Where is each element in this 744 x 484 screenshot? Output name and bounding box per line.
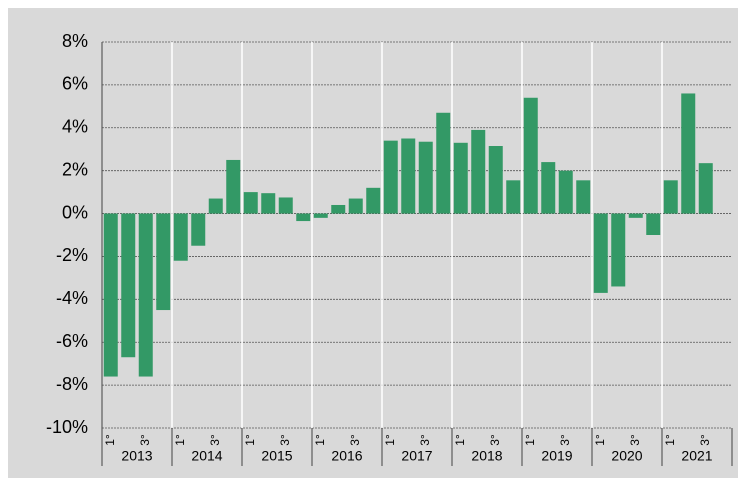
bar xyxy=(523,97,538,214)
bar xyxy=(453,142,468,214)
x-tick-label: 1° xyxy=(173,434,187,446)
bar xyxy=(296,213,311,222)
y-tick-label: 4% xyxy=(62,117,88,137)
y-tick-label: -2% xyxy=(56,245,88,265)
y-tick-label: 0% xyxy=(62,202,88,222)
x-group-label: 2016 xyxy=(331,448,362,464)
x-tick-label: 3° xyxy=(278,434,292,446)
bar xyxy=(471,129,486,214)
x-group-label: 2018 xyxy=(471,448,502,464)
bar xyxy=(576,180,591,214)
bar xyxy=(681,93,696,214)
bar xyxy=(348,198,363,214)
y-tick-label: -10% xyxy=(46,417,88,437)
bar xyxy=(173,213,188,261)
x-group-label: 2014 xyxy=(191,448,222,464)
x-tick-label: 1° xyxy=(663,434,677,446)
x-tick-label: 3° xyxy=(558,434,572,446)
x-tick-label: 3° xyxy=(488,434,502,446)
x-tick-label: 3° xyxy=(138,434,152,446)
bar xyxy=(226,159,241,214)
bar xyxy=(611,213,626,287)
bar xyxy=(488,146,503,214)
bar xyxy=(698,163,713,214)
bar xyxy=(541,162,556,214)
x-group-label: 2019 xyxy=(541,448,572,464)
y-tick-label: 6% xyxy=(62,74,88,94)
bar xyxy=(156,213,171,311)
bar xyxy=(331,204,346,214)
bar xyxy=(436,112,451,214)
x-group-label: 2021 xyxy=(681,448,712,464)
bar xyxy=(383,140,398,214)
y-tick-label: -8% xyxy=(56,374,88,394)
bar xyxy=(663,180,678,214)
bar xyxy=(366,187,381,214)
x-tick-label: 3° xyxy=(348,434,362,446)
bar xyxy=(313,213,328,218)
y-tick-label: -6% xyxy=(56,331,88,351)
x-tick-label: 3° xyxy=(628,434,642,446)
bar xyxy=(261,193,276,214)
x-tick-label: 3° xyxy=(208,434,222,446)
bar xyxy=(558,170,573,214)
bar xyxy=(506,180,521,214)
x-tick-label: 1° xyxy=(103,434,117,446)
x-tick-label: 3° xyxy=(698,434,712,446)
bar xyxy=(646,213,661,235)
x-group-label: 2020 xyxy=(611,448,642,464)
bar xyxy=(191,213,206,246)
x-group-label: 2015 xyxy=(261,448,292,464)
y-tick-label: 2% xyxy=(62,159,88,179)
bar xyxy=(208,198,223,214)
bar xyxy=(401,138,416,214)
bar xyxy=(243,192,258,214)
bar xyxy=(418,141,433,214)
x-tick-label: 1° xyxy=(243,434,257,446)
x-group-label: 2013 xyxy=(121,448,152,464)
y-tick-label: -4% xyxy=(56,288,88,308)
bar xyxy=(138,213,153,377)
x-tick-label: 1° xyxy=(313,434,327,446)
bar xyxy=(278,197,293,214)
bar xyxy=(121,213,136,358)
x-tick-label: 1° xyxy=(593,434,607,446)
bar xyxy=(593,213,608,293)
bar xyxy=(103,213,118,377)
x-tick-label: 1° xyxy=(453,434,467,446)
bar xyxy=(628,213,643,218)
x-group-label: 2017 xyxy=(401,448,432,464)
x-tick-label: 3° xyxy=(418,434,432,446)
x-tick-label: 1° xyxy=(523,434,537,446)
x-tick-label: 1° xyxy=(383,434,397,446)
y-tick-label: 8% xyxy=(62,31,88,51)
